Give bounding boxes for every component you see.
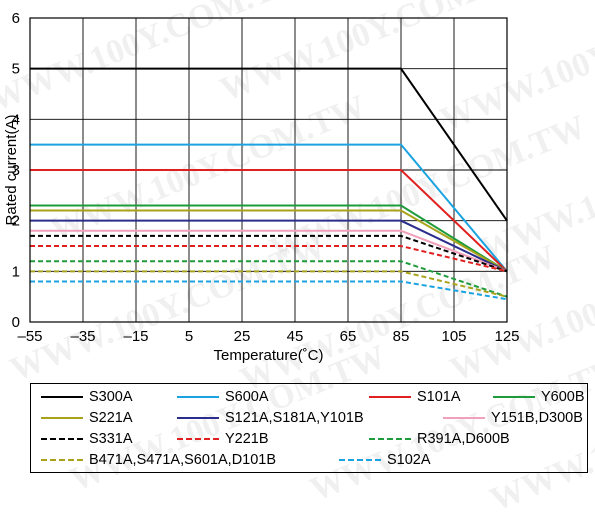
- legend-item: S331A: [41, 430, 133, 448]
- series-line-7: [30, 234, 508, 273]
- y-tick-label: 6: [12, 10, 20, 27]
- y-tick-label: 5: [12, 61, 20, 78]
- legend-label: S331A: [89, 431, 133, 447]
- legend-item: S121A,S181A,Y101B: [177, 409, 364, 427]
- series-line-11: [30, 280, 508, 301]
- legend-item: S221A: [41, 409, 133, 427]
- legend-swatch: [443, 417, 485, 419]
- legend-label: S221A: [89, 410, 133, 426]
- legend-label: B471A,S471A,S601A,D101B: [89, 452, 277, 468]
- series-line-4: [30, 209, 508, 273]
- legend-label: R391A,D600B: [417, 431, 510, 447]
- legend-swatch: [493, 396, 535, 398]
- legend-label: Y221B: [225, 431, 269, 447]
- x-tick-label: –35: [70, 328, 95, 345]
- y-tick-label: 3: [12, 162, 20, 179]
- series-line-6: [30, 229, 508, 273]
- series-line-0: [30, 67, 508, 222]
- x-tick-label: 105: [441, 328, 466, 345]
- y-tick-label: 0: [12, 314, 20, 331]
- legend-label: S101A: [417, 389, 461, 405]
- legend-label: S600A: [225, 389, 269, 405]
- x-tick-label: 65: [340, 328, 357, 345]
- legend-item: S101A: [369, 388, 461, 406]
- legend-label: Y151B,D300B: [491, 410, 583, 426]
- y-tick-label: 2: [12, 213, 20, 230]
- series-line-5: [30, 219, 508, 273]
- x-tick-label: 25: [234, 328, 251, 345]
- legend-swatch: [41, 417, 83, 419]
- legend-item: B471A,S471A,S601A,D101B: [41, 451, 276, 469]
- x-axis-label: Temperature(˚C): [213, 347, 323, 364]
- series-line-3: [30, 204, 508, 273]
- legend-item: Y600B: [493, 388, 585, 406]
- legend-swatch: [41, 459, 83, 461]
- x-tick-label: 45: [287, 328, 304, 345]
- legend-swatch: [41, 438, 83, 440]
- x-tick-label: 5: [185, 328, 193, 345]
- x-tick-label: 125: [494, 328, 519, 345]
- legend-swatch: [369, 438, 411, 440]
- legend-item: S102A: [339, 451, 431, 469]
- series-lines: [30, 67, 508, 301]
- legend-label: S121A,S181A,Y101B: [225, 410, 364, 426]
- legend-item: Y151B,D300B: [443, 409, 583, 427]
- y-tick-label: 4: [12, 111, 20, 128]
- x-tick-label: –55: [17, 328, 42, 345]
- legend: S300A S600A S101A Y600B S221A S121A,S181A,Y10…: [30, 383, 588, 473]
- x-tick-label: 85: [393, 328, 410, 345]
- series-line-1: [30, 143, 508, 272]
- y-axis-label: Rated current(A): [3, 115, 20, 226]
- legend-swatch: [41, 396, 83, 398]
- x-tick-label: –15: [123, 328, 148, 345]
- legend-swatch: [369, 396, 411, 398]
- series-line-2: [30, 169, 508, 273]
- series-line-8: [30, 245, 508, 273]
- legend-label: S300A: [89, 389, 133, 405]
- y-tick-label: 1: [12, 263, 20, 280]
- legend-swatch: [339, 459, 381, 461]
- legend-item: S600A: [177, 388, 269, 406]
- series-line-10: [30, 270, 508, 298]
- series-line-9: [30, 260, 508, 298]
- legend-item: Y221B: [177, 430, 269, 448]
- plot-frame: [29, 17, 508, 323]
- legend-item: S300A: [41, 388, 133, 406]
- legend-swatch: [177, 396, 219, 398]
- legend-label: Y600B: [541, 389, 585, 405]
- legend-label: S102A: [387, 452, 431, 468]
- legend-swatch: [177, 438, 219, 440]
- legend-swatch: [177, 417, 219, 419]
- legend-item: R391A,D600B: [369, 430, 510, 448]
